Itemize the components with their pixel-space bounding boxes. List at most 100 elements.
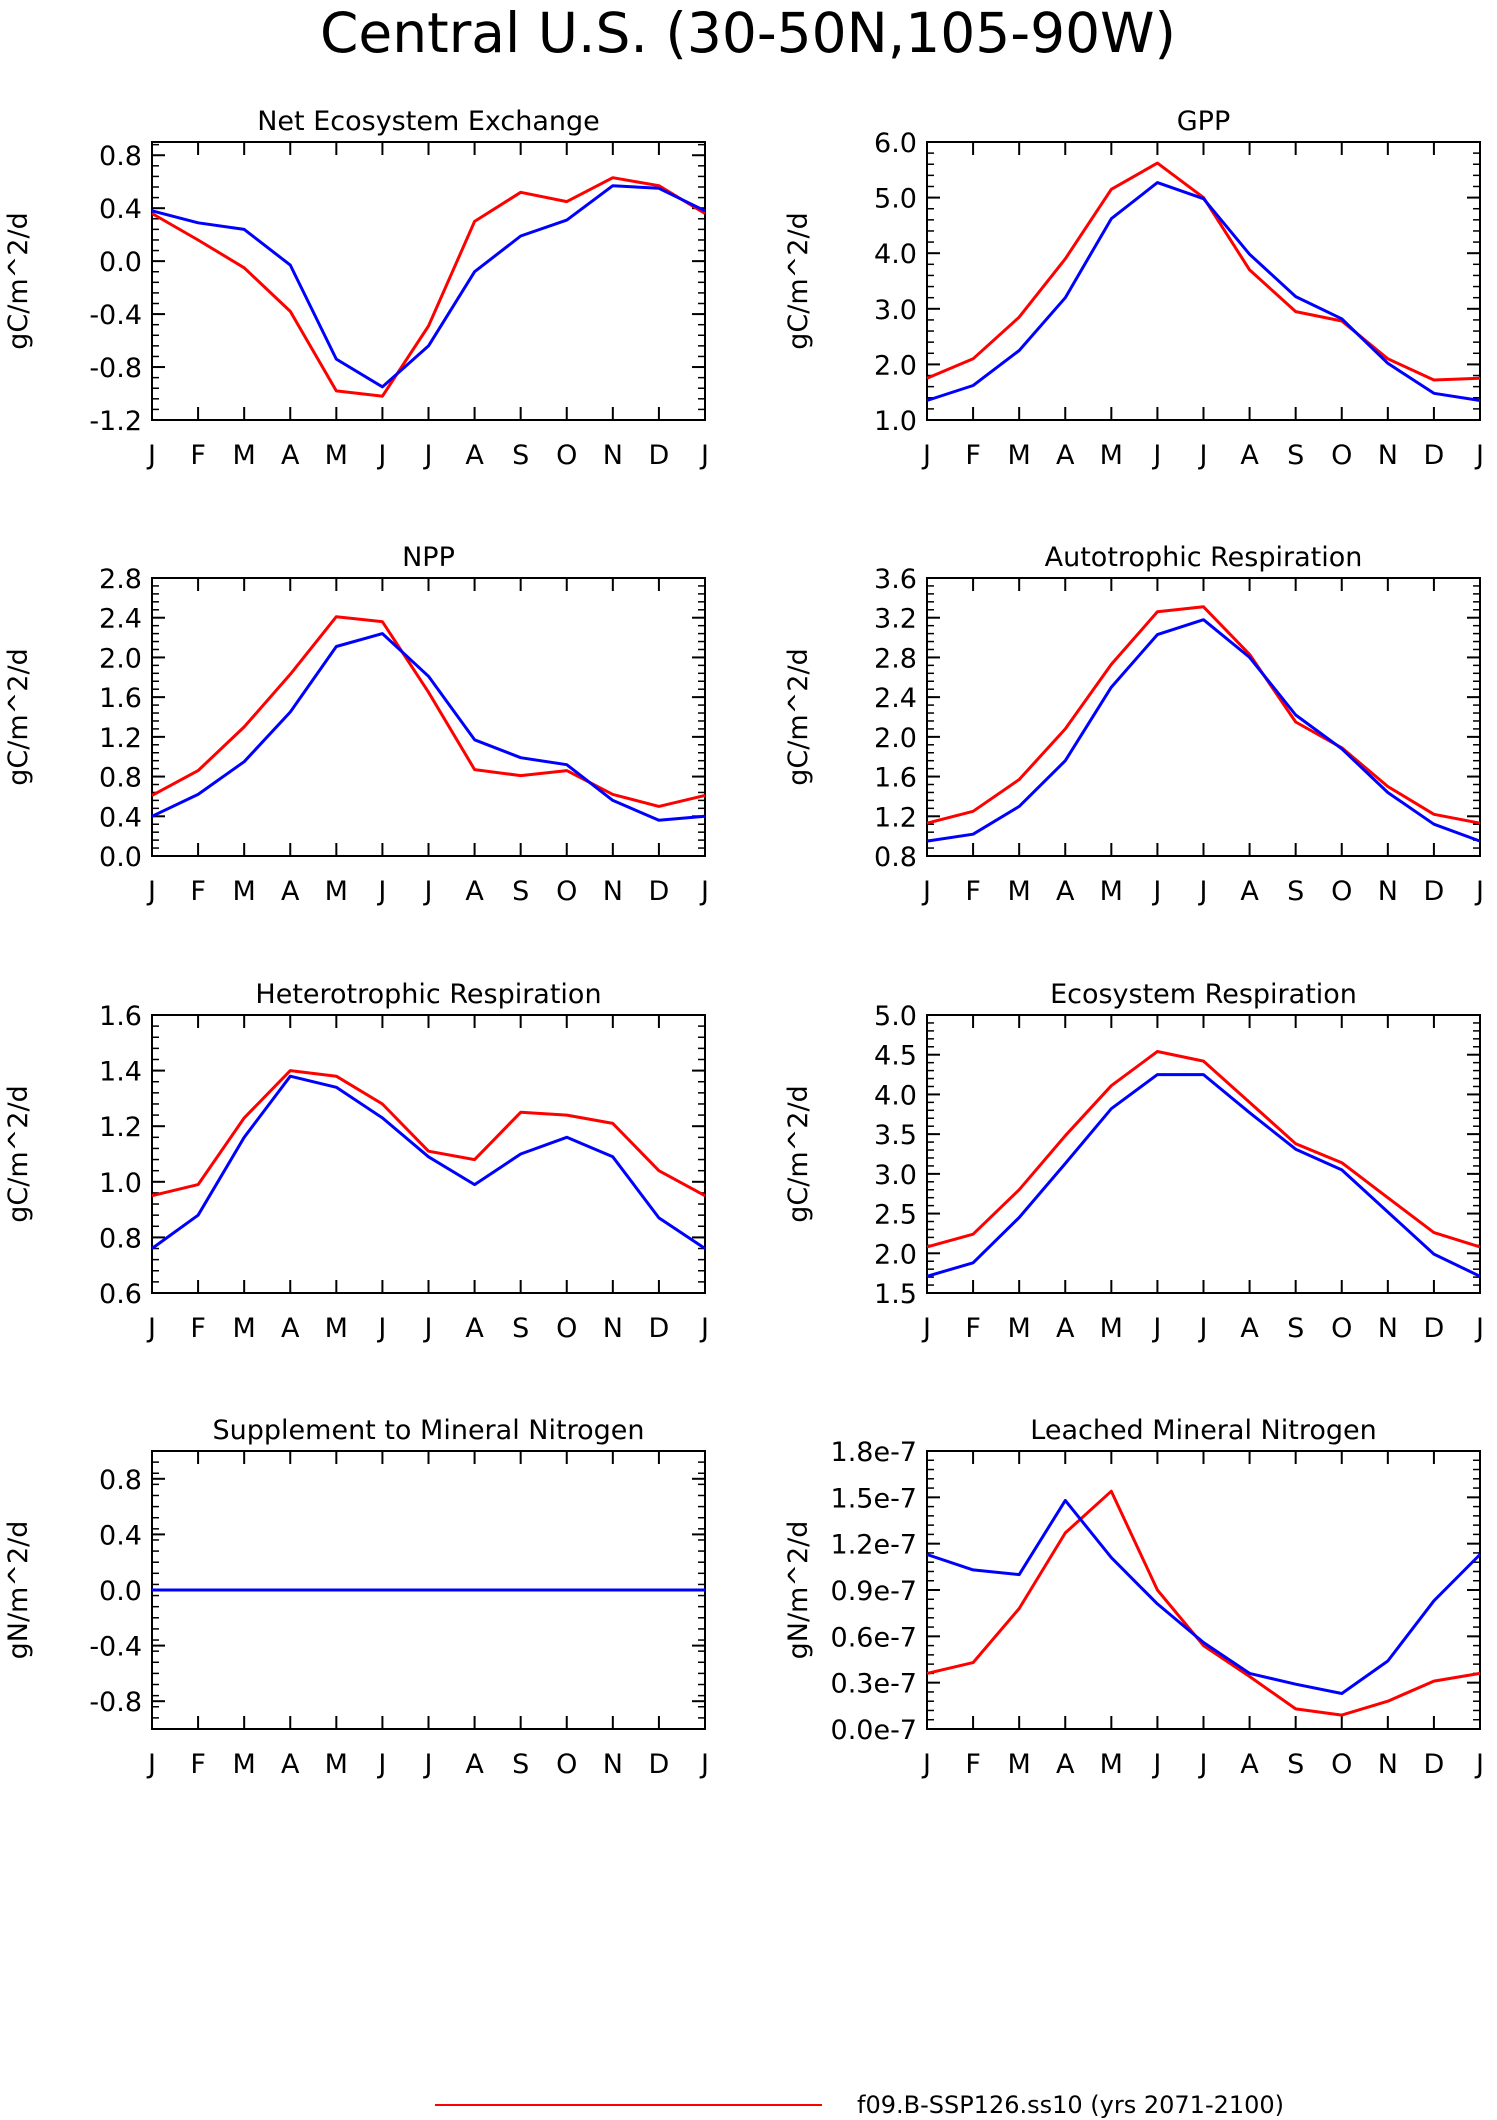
x-tick-label: D bbox=[1424, 1749, 1445, 1780]
x-tick-label: J bbox=[921, 1313, 931, 1344]
x-tick-label: D bbox=[649, 1313, 670, 1344]
y-axis-label: gC/m^2/d bbox=[783, 1085, 814, 1222]
y-tick-label: 2.5 bbox=[874, 1200, 917, 1231]
y-tick-label: 0.0 bbox=[99, 1576, 142, 1607]
y-tick-label: 2.0 bbox=[874, 350, 917, 381]
chart-panel-4: J F M A M J J A S O N D J0.81.21.62.02.42.83.23.6Aut… bbox=[783, 542, 1484, 907]
x-tick-label: F bbox=[965, 1749, 981, 1780]
x-tick-label: D bbox=[1424, 1313, 1445, 1344]
legend: f09.B-SSP126.ss10 (yrs 2071-2100) bbox=[435, 2091, 1284, 2119]
chart-title: Autotrophic Respiration bbox=[1045, 542, 1363, 573]
x-tick-label: A bbox=[465, 1313, 484, 1344]
y-axis-label: gC/m^2/d bbox=[783, 212, 814, 349]
x-tick-label: J bbox=[1474, 1749, 1484, 1780]
y-tick-label: 3.2 bbox=[874, 604, 917, 635]
y-tick-label: 1.6 bbox=[99, 1001, 142, 1032]
y-axis-label: gC/m^2/d bbox=[3, 212, 34, 349]
x-tick-label: J bbox=[921, 440, 931, 471]
x-tick-label: D bbox=[1424, 440, 1445, 471]
x-tick-label: O bbox=[556, 440, 577, 471]
y-tick-label: 0.8 bbox=[99, 1223, 142, 1254]
y-tick-label: 0.4 bbox=[99, 194, 142, 225]
x-tick-label: A bbox=[1240, 1313, 1259, 1344]
y-tick-label: 4.0 bbox=[874, 1080, 917, 1111]
y-tick-label: 1.5e-7 bbox=[831, 1483, 917, 1514]
x-tick-label: J bbox=[423, 876, 433, 907]
y-tick-label: 3.0 bbox=[874, 295, 917, 326]
y-tick-label: 1.2 bbox=[99, 1112, 142, 1143]
legend-label: f09.B-SSP126.ss10 (yrs 2071-2100) bbox=[857, 2091, 1284, 2119]
y-axis-label: gC/m^2/d bbox=[783, 648, 814, 785]
x-tick-label: M bbox=[325, 876, 348, 907]
y-tick-label: 2.8 bbox=[99, 564, 142, 595]
plot-frame bbox=[151, 141, 706, 421]
y-tick-label: 1.6 bbox=[874, 763, 917, 794]
y-tick-label: 2.0 bbox=[99, 643, 142, 674]
series-line-1 bbox=[926, 605, 1481, 825]
x-tick-label: A bbox=[465, 1749, 484, 1780]
y-tick-label: 3.5 bbox=[874, 1120, 917, 1151]
x-tick-label: F bbox=[190, 1749, 206, 1780]
y-tick-label: 0.0 bbox=[99, 842, 142, 873]
y-tick-label: 1.0 bbox=[99, 1168, 142, 1199]
y-tick-label: 1.8e-7 bbox=[831, 1437, 917, 1468]
y-tick-label: 1.5 bbox=[874, 1279, 917, 1310]
x-tick-label: A bbox=[1240, 440, 1259, 471]
y-tick-label: -0.4 bbox=[89, 300, 142, 331]
x-tick-label: J bbox=[1198, 876, 1208, 907]
x-tick-label: D bbox=[649, 1749, 670, 1780]
x-tick-label: J bbox=[1198, 1313, 1208, 1344]
plot-frame bbox=[151, 577, 706, 857]
y-tick-label: 6.0 bbox=[874, 128, 917, 159]
series-line-1 bbox=[151, 176, 706, 398]
y-tick-label: -0.8 bbox=[89, 1687, 142, 1718]
chart-title: Supplement to Mineral Nitrogen bbox=[213, 1415, 645, 1446]
y-tick-label: 0.4 bbox=[99, 1520, 142, 1551]
x-tick-label: M bbox=[1008, 1749, 1031, 1780]
y-axis-label: gN/m^2/d bbox=[3, 1521, 34, 1660]
y-tick-label: -0.8 bbox=[89, 353, 142, 384]
x-tick-label: A bbox=[465, 876, 484, 907]
series-line-1 bbox=[926, 1050, 1481, 1249]
series-line-1 bbox=[926, 161, 1481, 382]
y-tick-label: 0.0e-7 bbox=[831, 1715, 917, 1746]
x-tick-label: J bbox=[376, 876, 386, 907]
figure-title: Central U.S. (30-50N,105-90W) bbox=[320, 1, 1176, 65]
x-tick-label: O bbox=[1331, 876, 1352, 907]
x-tick-label: J bbox=[376, 1313, 386, 1344]
x-tick-label: N bbox=[603, 1313, 623, 1344]
x-tick-label: J bbox=[423, 1313, 433, 1344]
x-tick-label: A bbox=[281, 440, 300, 471]
x-tick-label: M bbox=[1100, 876, 1123, 907]
x-tick-label: J bbox=[1198, 1749, 1208, 1780]
y-tick-label: 1.0 bbox=[874, 406, 917, 437]
x-tick-label: F bbox=[190, 440, 206, 471]
chart-panel-7: J F M A M J J A S O N D J-0.8-0.40.00.40.8Supplement… bbox=[3, 1415, 709, 1780]
x-tick-label: F bbox=[190, 876, 206, 907]
y-tick-label: 0.8 bbox=[99, 141, 142, 172]
x-tick-label: A bbox=[281, 876, 300, 907]
y-tick-label: 3.6 bbox=[874, 564, 917, 595]
y-tick-label: 0.6 bbox=[99, 1279, 142, 1310]
x-tick-label: N bbox=[1378, 1749, 1398, 1780]
x-tick-label: D bbox=[649, 440, 670, 471]
x-tick-label: J bbox=[1151, 876, 1161, 907]
x-tick-label: J bbox=[699, 440, 709, 471]
x-tick-label: O bbox=[1331, 1313, 1352, 1344]
x-tick-label: S bbox=[512, 876, 529, 907]
x-tick-label: M bbox=[1008, 1313, 1031, 1344]
y-tick-label: 2.4 bbox=[99, 604, 142, 635]
chart-title: GPP bbox=[1177, 106, 1231, 137]
y-tick-label: 0.3e-7 bbox=[831, 1669, 917, 1700]
x-tick-label: J bbox=[921, 1749, 931, 1780]
series-line-2 bbox=[151, 184, 706, 389]
x-tick-label: N bbox=[1378, 876, 1398, 907]
x-tick-label: F bbox=[965, 1313, 981, 1344]
x-tick-label: M bbox=[1008, 440, 1031, 471]
x-tick-label: J bbox=[699, 1313, 709, 1344]
x-tick-label: A bbox=[1056, 876, 1075, 907]
series-line-2 bbox=[151, 632, 706, 822]
y-tick-label: 2.0 bbox=[874, 723, 917, 754]
x-tick-label: J bbox=[146, 876, 156, 907]
